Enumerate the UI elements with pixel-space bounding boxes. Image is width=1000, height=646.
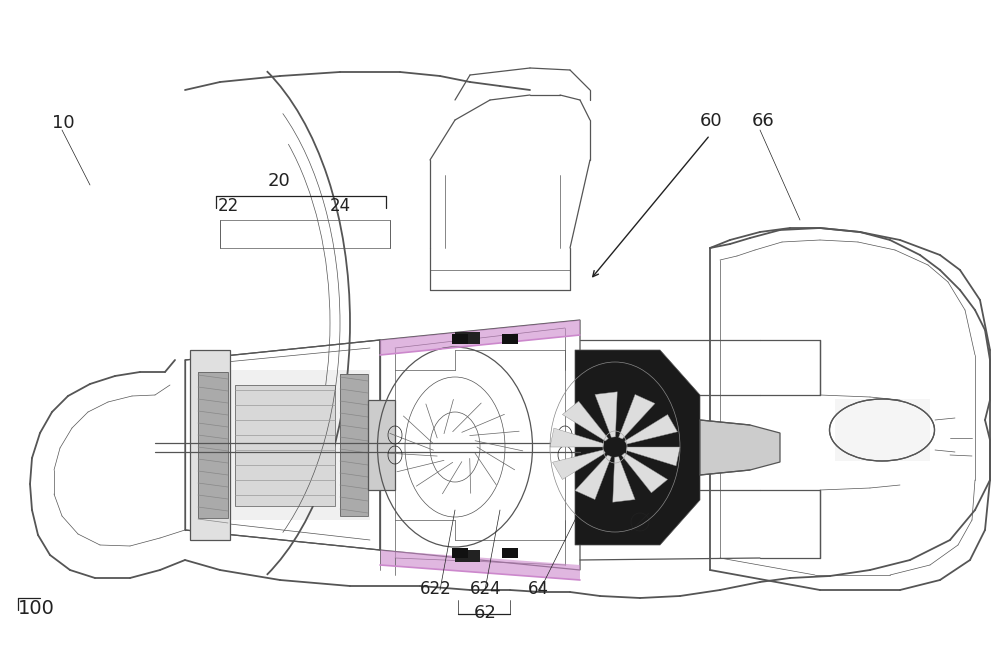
Text: 20: 20 (268, 172, 291, 190)
Text: 10: 10 (52, 114, 75, 132)
Polygon shape (700, 420, 780, 475)
Polygon shape (368, 400, 395, 490)
Text: 24: 24 (330, 197, 351, 215)
Text: 60: 60 (700, 112, 723, 130)
Polygon shape (195, 370, 370, 520)
Polygon shape (619, 395, 655, 439)
Polygon shape (835, 399, 930, 461)
Text: 624: 624 (470, 580, 502, 598)
Text: 66: 66 (752, 112, 775, 130)
Polygon shape (553, 450, 605, 479)
Polygon shape (575, 350, 700, 545)
Polygon shape (595, 391, 617, 437)
Polygon shape (380, 320, 580, 355)
Text: 22: 22 (218, 197, 239, 215)
Polygon shape (502, 334, 518, 344)
Polygon shape (198, 372, 228, 518)
Polygon shape (502, 548, 518, 558)
Polygon shape (380, 550, 580, 580)
Text: 100: 100 (18, 599, 55, 618)
Polygon shape (235, 385, 335, 506)
Polygon shape (626, 447, 680, 466)
Polygon shape (562, 401, 608, 441)
Polygon shape (455, 332, 480, 344)
Polygon shape (550, 428, 604, 447)
Polygon shape (455, 550, 480, 562)
Polygon shape (190, 350, 230, 540)
Text: 62: 62 (474, 604, 497, 622)
Polygon shape (625, 415, 677, 444)
Polygon shape (622, 453, 668, 493)
Polygon shape (452, 548, 468, 558)
Text: 64: 64 (528, 580, 549, 598)
Polygon shape (575, 455, 611, 499)
Polygon shape (340, 374, 368, 516)
Polygon shape (613, 457, 635, 502)
Polygon shape (452, 334, 468, 344)
Text: 622: 622 (420, 580, 452, 598)
Polygon shape (198, 372, 228, 518)
Polygon shape (340, 374, 368, 516)
